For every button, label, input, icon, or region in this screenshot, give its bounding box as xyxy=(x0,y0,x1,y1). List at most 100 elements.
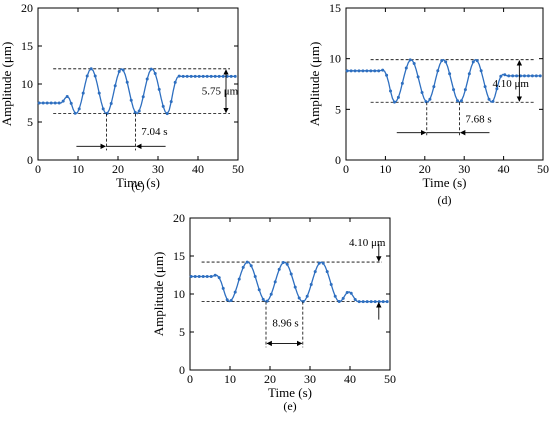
data-point xyxy=(396,95,400,99)
data-point xyxy=(201,275,205,279)
x-tick-label: 0 xyxy=(35,162,41,176)
data-point xyxy=(241,265,245,269)
data-point xyxy=(448,72,452,76)
data-point xyxy=(269,292,273,296)
data-point xyxy=(487,97,491,101)
data-point xyxy=(361,69,365,73)
data-point xyxy=(77,107,81,111)
data-point xyxy=(420,91,424,95)
data-point xyxy=(189,74,193,78)
data-point xyxy=(325,270,329,274)
data-point xyxy=(41,101,45,105)
data-point xyxy=(213,74,217,78)
data-point xyxy=(511,74,515,78)
data-point xyxy=(297,296,301,300)
data-point xyxy=(377,69,381,73)
y-tick-label: 20 xyxy=(21,1,33,15)
data-point xyxy=(229,298,233,302)
x-tick-label: 50 xyxy=(384,372,396,386)
x-axis-title: Time (s) xyxy=(116,175,160,190)
data-point xyxy=(522,74,526,78)
x-axis-title: Time (s) xyxy=(268,385,312,400)
data-point xyxy=(253,275,257,279)
data-point xyxy=(432,85,436,89)
data-point xyxy=(317,261,321,265)
data-point xyxy=(61,99,65,103)
x-tick-label: 30 xyxy=(304,372,316,386)
data-point xyxy=(149,67,153,71)
data-point xyxy=(436,69,440,73)
x-tick-label: 0 xyxy=(187,372,193,386)
data-point xyxy=(408,58,412,62)
y-tick-label: 10 xyxy=(329,52,341,66)
data-point xyxy=(416,75,420,79)
data-point xyxy=(233,74,237,78)
data-point xyxy=(153,72,157,76)
amplitude-label: 4.10 μm xyxy=(492,78,529,90)
data-point xyxy=(217,276,221,280)
data-point xyxy=(530,74,534,78)
data-point xyxy=(81,91,85,95)
data-point xyxy=(373,300,377,304)
data-point xyxy=(293,285,297,289)
data-point xyxy=(452,88,456,92)
data-point xyxy=(53,101,57,105)
plot-frame xyxy=(37,7,239,161)
data-point xyxy=(249,264,253,268)
data-point xyxy=(221,286,225,290)
data-point xyxy=(369,69,373,73)
data-point xyxy=(209,74,213,78)
y-tick-label: 15 xyxy=(173,249,185,263)
y-axis-title: Amplitude (μm) xyxy=(151,252,166,337)
data-point xyxy=(201,74,205,78)
x-tick-label: 20 xyxy=(419,162,431,176)
data-point xyxy=(381,68,385,72)
x-tick-label: 50 xyxy=(537,162,549,176)
x-tick-label: 20 xyxy=(264,372,276,386)
data-point xyxy=(109,101,113,105)
data-point xyxy=(257,288,261,292)
amplitude-label: 4.10 μm xyxy=(349,237,386,249)
x-tick-label: 40 xyxy=(498,162,510,176)
y-tick-label: 15 xyxy=(329,1,341,15)
data-point xyxy=(101,107,105,111)
data-point xyxy=(385,73,389,77)
data-point xyxy=(507,74,511,78)
data-point xyxy=(463,88,467,92)
data-point xyxy=(349,291,353,295)
data-point xyxy=(373,69,377,73)
data-point xyxy=(309,283,313,287)
data-point xyxy=(357,300,361,304)
data-point xyxy=(117,70,121,74)
data-point xyxy=(369,300,373,304)
data-point xyxy=(265,299,269,303)
data-point xyxy=(177,74,181,78)
data-point xyxy=(133,110,137,114)
data-point xyxy=(475,59,479,63)
panel-label: (e) xyxy=(283,399,296,413)
data-point xyxy=(189,275,193,279)
data-point xyxy=(37,101,41,105)
data-point xyxy=(113,84,117,88)
data-point xyxy=(392,100,396,104)
data-point xyxy=(289,272,293,276)
data-point xyxy=(97,91,101,95)
x-tick-label: 0 xyxy=(343,162,349,176)
x-tick-label: 20 xyxy=(112,162,124,176)
data-point xyxy=(345,290,349,294)
period-label: 7.04 s xyxy=(141,126,167,138)
period-label: 7.68 s xyxy=(465,114,491,126)
panel-label: (d) xyxy=(438,193,452,207)
data-point xyxy=(141,95,145,99)
data-point xyxy=(229,74,233,78)
data-point xyxy=(261,297,265,301)
period-label: 8.96 s xyxy=(272,318,298,330)
data-point xyxy=(65,94,69,98)
x-tick-label: 30 xyxy=(152,162,164,176)
panel-label: (c) xyxy=(131,179,144,193)
data-point xyxy=(85,74,89,78)
data-point xyxy=(69,101,73,105)
x-tick-label: 30 xyxy=(458,162,470,176)
